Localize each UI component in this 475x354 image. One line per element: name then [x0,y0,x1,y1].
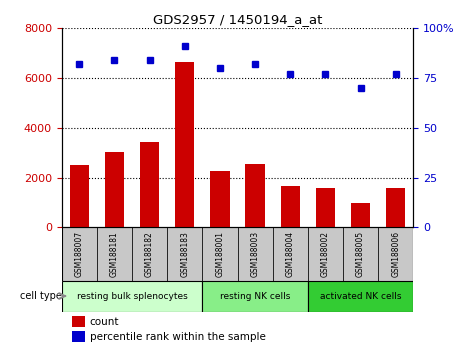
Bar [343,227,378,280]
Bar [72,331,85,343]
Bar [281,186,300,227]
Text: GSM188007: GSM188007 [75,231,84,277]
Bar [246,164,265,227]
Bar [202,227,238,280]
Bar [175,62,194,227]
Text: GSM188182: GSM188182 [145,231,154,277]
Text: GSM188006: GSM188006 [391,231,400,277]
Bar [105,152,124,227]
Text: GSM188003: GSM188003 [251,231,259,277]
Bar [386,188,405,227]
Text: GSM188181: GSM188181 [110,231,119,277]
Bar [316,188,335,227]
Text: GSM188004: GSM188004 [286,231,294,277]
Bar [70,165,89,227]
Bar [308,280,413,312]
Text: resting bulk splenocytes: resting bulk splenocytes [76,292,188,301]
Bar [72,316,85,327]
Bar [202,280,308,312]
Bar [167,227,202,280]
Bar [97,227,132,280]
Text: resting NK cells: resting NK cells [220,292,290,301]
Bar [140,142,159,227]
Text: percentile rank within the sample: percentile rank within the sample [90,332,266,342]
Text: count: count [90,316,119,327]
Bar [351,202,370,227]
Bar [62,227,97,280]
Bar [62,280,202,312]
Bar [378,227,413,280]
Title: GDS2957 / 1450194_a_at: GDS2957 / 1450194_a_at [153,13,322,26]
Text: GSM188183: GSM188183 [180,231,189,277]
Text: GSM188002: GSM188002 [321,231,330,277]
Bar [132,227,167,280]
Bar [308,227,343,280]
Text: GSM188005: GSM188005 [356,231,365,277]
Text: GSM188001: GSM188001 [216,231,224,277]
Text: activated NK cells: activated NK cells [320,292,401,301]
Bar [238,227,273,280]
Bar [210,171,229,227]
Text: cell type: cell type [20,291,62,301]
Bar [273,227,308,280]
